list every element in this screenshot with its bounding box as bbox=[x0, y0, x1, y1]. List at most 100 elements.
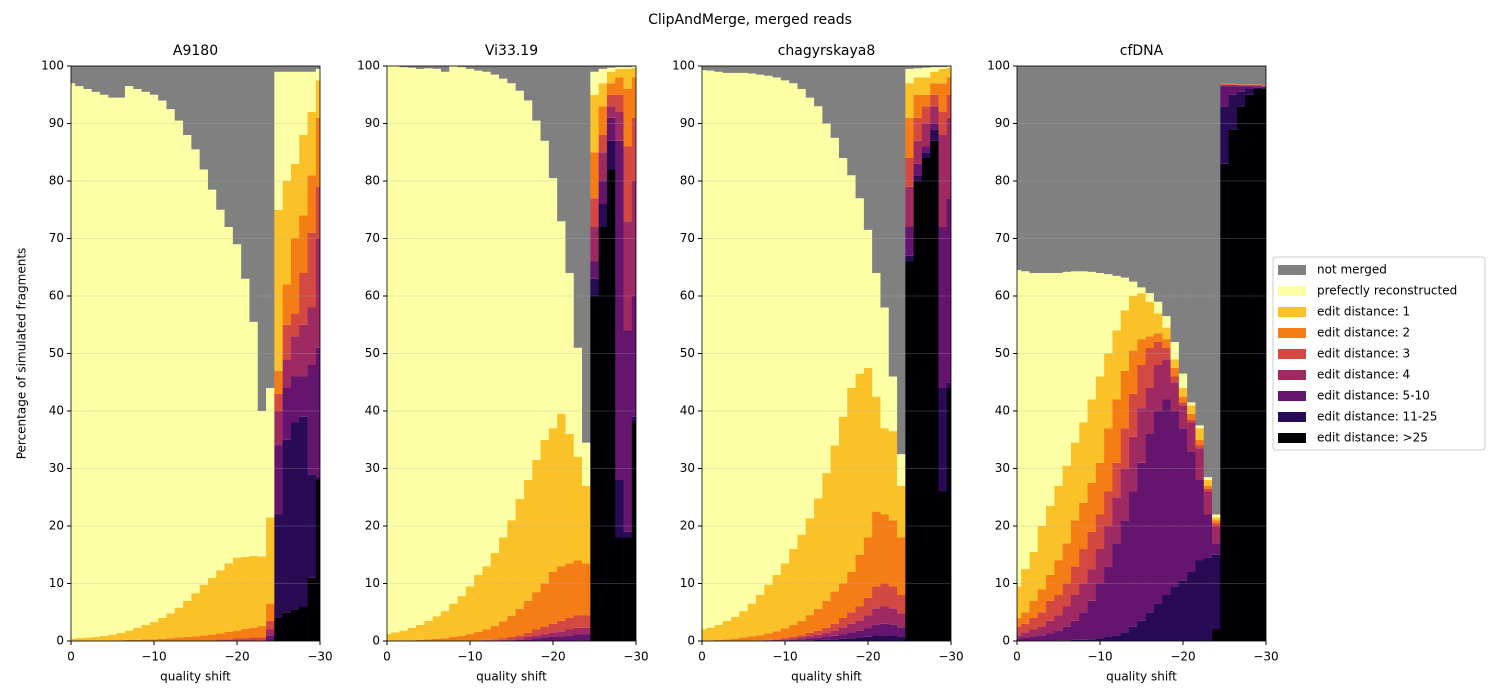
bar-segment bbox=[166, 638, 176, 641]
bar-segment bbox=[1070, 566, 1080, 595]
bar-segment bbox=[1187, 413, 1196, 420]
bar-segment bbox=[930, 140, 939, 641]
bar-segment bbox=[855, 637, 865, 641]
bar-segment bbox=[714, 66, 724, 72]
bar-segment bbox=[797, 66, 807, 89]
bar-segment bbox=[1129, 281, 1138, 296]
bar-segment bbox=[606, 83, 616, 95]
bar-segment bbox=[1145, 293, 1155, 302]
bar-segment bbox=[872, 586, 881, 609]
bar-segment bbox=[449, 603, 458, 637]
bar-segment bbox=[424, 68, 433, 621]
bar-segment bbox=[888, 66, 898, 377]
bar-segment bbox=[590, 71, 599, 95]
bar-segment bbox=[257, 556, 267, 627]
bar-segment bbox=[739, 611, 748, 638]
bar-segment bbox=[1153, 365, 1163, 411]
bar-segment bbox=[523, 66, 533, 101]
bar-segment bbox=[913, 66, 923, 69]
bar-segment bbox=[1087, 639, 1097, 641]
bar-segment bbox=[1203, 480, 1213, 486]
bar-segment bbox=[1070, 520, 1080, 567]
legend-swatch bbox=[1278, 391, 1306, 401]
bar-segment bbox=[1195, 480, 1205, 561]
bar-segment bbox=[789, 624, 798, 637]
bar-segment bbox=[75, 66, 84, 87]
bar-segment bbox=[482, 71, 492, 567]
bar-segment bbox=[1079, 503, 1088, 549]
bar-segment bbox=[797, 534, 807, 621]
legend-swatch bbox=[1278, 349, 1306, 359]
bar-segment bbox=[108, 97, 117, 635]
bar-segment bbox=[1170, 411, 1180, 587]
bar-segment bbox=[1162, 327, 1171, 340]
bar-segment bbox=[590, 227, 599, 262]
bar-segment bbox=[432, 68, 442, 617]
bar-segment bbox=[1178, 428, 1188, 581]
y-tick-label: 50 bbox=[680, 346, 695, 360]
bar-segment bbox=[290, 422, 300, 610]
bar-segment bbox=[1017, 626, 1022, 636]
bar-segment bbox=[623, 146, 633, 222]
bar-segment bbox=[797, 620, 807, 636]
bar-segment bbox=[913, 181, 923, 641]
bar-segment bbox=[1253, 85, 1263, 87]
y-tick-label: 60 bbox=[49, 289, 64, 303]
bar-segment bbox=[257, 66, 267, 411]
bar-segment bbox=[1037, 612, 1047, 627]
bar-segment bbox=[1112, 330, 1122, 400]
bar-segment bbox=[158, 100, 167, 618]
bar-segment bbox=[631, 66, 636, 68]
bar-segment bbox=[897, 627, 906, 637]
bar-segment bbox=[1062, 66, 1072, 272]
bar-segment bbox=[1017, 66, 1022, 271]
bar-segment bbox=[216, 639, 225, 641]
bar-segment bbox=[1095, 376, 1105, 463]
bar-segment bbox=[631, 416, 636, 423]
bar-segment bbox=[822, 473, 831, 601]
bar-segment bbox=[232, 66, 242, 245]
bar-segment bbox=[315, 117, 320, 187]
bar-segment bbox=[1104, 353, 1113, 429]
bar-segment bbox=[1187, 451, 1196, 572]
bar-segment bbox=[598, 181, 608, 204]
bar-segment bbox=[1212, 66, 1221, 515]
bar-segment bbox=[257, 637, 267, 641]
bar-segment bbox=[946, 77, 951, 95]
bar-segment bbox=[407, 67, 417, 628]
bar-segment bbox=[1137, 287, 1146, 294]
bar-segment bbox=[307, 112, 317, 176]
bar-segment bbox=[1195, 448, 1205, 480]
y-tick-label: 100 bbox=[41, 59, 64, 73]
bar-segment bbox=[282, 359, 292, 388]
bar-segment bbox=[739, 66, 748, 73]
bar-segment bbox=[797, 637, 807, 640]
bar-segment bbox=[548, 636, 558, 641]
bar-segment bbox=[241, 278, 250, 558]
bar-segment bbox=[1212, 629, 1221, 641]
bar-segment bbox=[1261, 66, 1266, 85]
bar-segment bbox=[548, 428, 558, 572]
bar-segment bbox=[557, 620, 566, 632]
bar-segment bbox=[582, 627, 591, 635]
bar-segment bbox=[623, 221, 633, 331]
bar-segment bbox=[1029, 600, 1039, 618]
bar-segment bbox=[606, 140, 616, 170]
bar-segment bbox=[946, 382, 951, 388]
bar-segment bbox=[1037, 635, 1047, 641]
bar-segment bbox=[315, 66, 320, 69]
bar-segment bbox=[921, 123, 931, 147]
bar-segment bbox=[888, 608, 898, 625]
bar-segment bbox=[590, 152, 599, 199]
bar-segment bbox=[108, 634, 117, 641]
bar-segment bbox=[913, 140, 923, 164]
bar-segment bbox=[1203, 477, 1213, 480]
x-tick-label: −10 bbox=[772, 650, 797, 664]
bar-segment bbox=[158, 66, 167, 101]
bar-segment bbox=[432, 638, 442, 641]
bar-segment bbox=[1112, 66, 1122, 276]
bar-segment bbox=[1017, 270, 1022, 587]
bar-segment bbox=[290, 609, 300, 641]
bar-segment bbox=[124, 86, 134, 631]
bar-segment bbox=[590, 94, 599, 153]
